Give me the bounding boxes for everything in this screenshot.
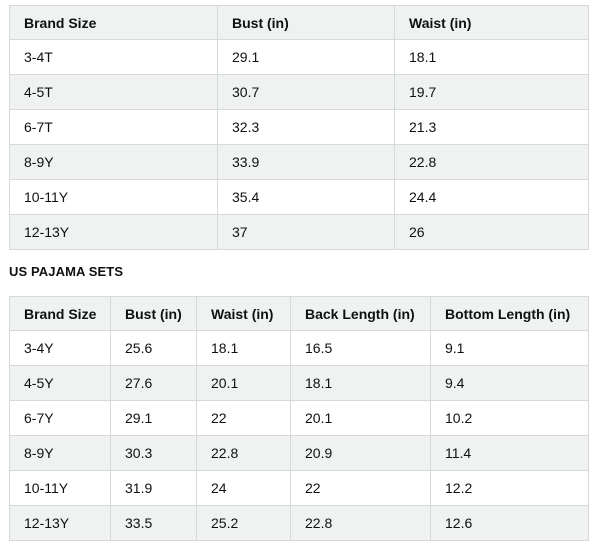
size-chart-table: Brand Size Bust (in) Waist (in) 3-4T 29.… bbox=[9, 5, 589, 250]
table-cell: 6-7T bbox=[9, 109, 218, 145]
table-cell: 8-9Y bbox=[9, 144, 218, 180]
table-row: 10-11Y 31.9 24 22 12.2 bbox=[9, 470, 589, 506]
table-cell: 37 bbox=[217, 214, 395, 250]
table-cell: 10-11Y bbox=[9, 179, 218, 215]
section-title: US PAJAMA SETS bbox=[9, 264, 124, 279]
table-cell: 24.4 bbox=[394, 179, 589, 215]
table-row: 6-7Y 29.1 22 20.1 10.2 bbox=[9, 400, 589, 436]
table-cell: 24 bbox=[196, 470, 291, 506]
table-cell: 33.5 bbox=[110, 505, 197, 541]
table-row: 8-9Y 33.9 22.8 bbox=[9, 144, 589, 180]
table-cell: 10.2 bbox=[430, 400, 589, 436]
table-cell: 6-7Y bbox=[9, 400, 111, 436]
table-row: 10-11Y 35.4 24.4 bbox=[9, 179, 589, 215]
table-cell: 30.7 bbox=[217, 74, 395, 110]
table-cell: 12.2 bbox=[430, 470, 589, 506]
table-cell: 20.9 bbox=[290, 435, 431, 471]
table-cell: 3-4Y bbox=[9, 330, 111, 366]
table-cell: 33.9 bbox=[217, 144, 395, 180]
table-cell: 25.6 bbox=[110, 330, 197, 366]
table-cell: 21.3 bbox=[394, 109, 589, 145]
table-cell: 29.1 bbox=[217, 39, 395, 75]
column-header: Waist (in) bbox=[196, 296, 291, 331]
table-cell: 26 bbox=[394, 214, 589, 250]
table-cell: 4-5Y bbox=[9, 365, 111, 401]
table-cell: 31.9 bbox=[110, 470, 197, 506]
table-cell: 22.8 bbox=[196, 435, 291, 471]
table-cell: 19.7 bbox=[394, 74, 589, 110]
column-header: Bust (in) bbox=[217, 5, 395, 40]
table-cell: 22 bbox=[290, 470, 431, 506]
table-cell: 4-5T bbox=[9, 74, 218, 110]
table-cell: 10-11Y bbox=[9, 470, 111, 506]
column-header: Brand Size bbox=[9, 5, 218, 40]
table-cell: 35.4 bbox=[217, 179, 395, 215]
table-cell: 22.8 bbox=[290, 505, 431, 541]
table-cell: 9.1 bbox=[430, 330, 589, 366]
column-header: Bust (in) bbox=[110, 296, 197, 331]
table-cell: 9.4 bbox=[430, 365, 589, 401]
pajama-size-chart-table: Brand Size Bust (in) Waist (in) Back Len… bbox=[9, 296, 589, 541]
table-row: 8-9Y 30.3 22.8 20.9 11.4 bbox=[9, 435, 589, 471]
table-cell: 12.6 bbox=[430, 505, 589, 541]
table-cell: 16.5 bbox=[290, 330, 431, 366]
column-header: Waist (in) bbox=[394, 5, 589, 40]
table-cell: 18.1 bbox=[196, 330, 291, 366]
table-row: 4-5T 30.7 19.7 bbox=[9, 74, 589, 110]
table-cell: 22 bbox=[196, 400, 291, 436]
table-row: 3-4T 29.1 18.1 bbox=[9, 39, 589, 75]
table-cell: 25.2 bbox=[196, 505, 291, 541]
table-cell: 30.3 bbox=[110, 435, 197, 471]
table-cell: 32.3 bbox=[217, 109, 395, 145]
table-cell: 12-13Y bbox=[9, 214, 218, 250]
table-cell: 20.1 bbox=[196, 365, 291, 401]
table-row: 4-5Y 27.6 20.1 18.1 9.4 bbox=[9, 365, 589, 401]
table-cell: 18.1 bbox=[290, 365, 431, 401]
table-cell: 29.1 bbox=[110, 400, 197, 436]
column-header: Back Length (in) bbox=[290, 296, 431, 331]
table-row: 12-13Y 33.5 25.2 22.8 12.6 bbox=[9, 505, 589, 541]
table-row: 12-13Y 37 26 bbox=[9, 214, 589, 250]
table-header-row: Brand Size Bust (in) Waist (in) bbox=[9, 5, 589, 40]
table-cell: 11.4 bbox=[430, 435, 589, 471]
table-row: 6-7T 32.3 21.3 bbox=[9, 109, 589, 145]
table-row: 3-4Y 25.6 18.1 16.5 9.1 bbox=[9, 330, 589, 366]
table-cell: 8-9Y bbox=[9, 435, 111, 471]
table-cell: 27.6 bbox=[110, 365, 197, 401]
table-cell: 3-4T bbox=[9, 39, 218, 75]
table-cell: 12-13Y bbox=[9, 505, 111, 541]
column-header: Brand Size bbox=[9, 296, 111, 331]
table-cell: 20.1 bbox=[290, 400, 431, 436]
column-header: Bottom Length (in) bbox=[430, 296, 589, 331]
table-cell: 18.1 bbox=[394, 39, 589, 75]
table-header-row: Brand Size Bust (in) Waist (in) Back Len… bbox=[9, 296, 589, 331]
table-cell: 22.8 bbox=[394, 144, 589, 180]
